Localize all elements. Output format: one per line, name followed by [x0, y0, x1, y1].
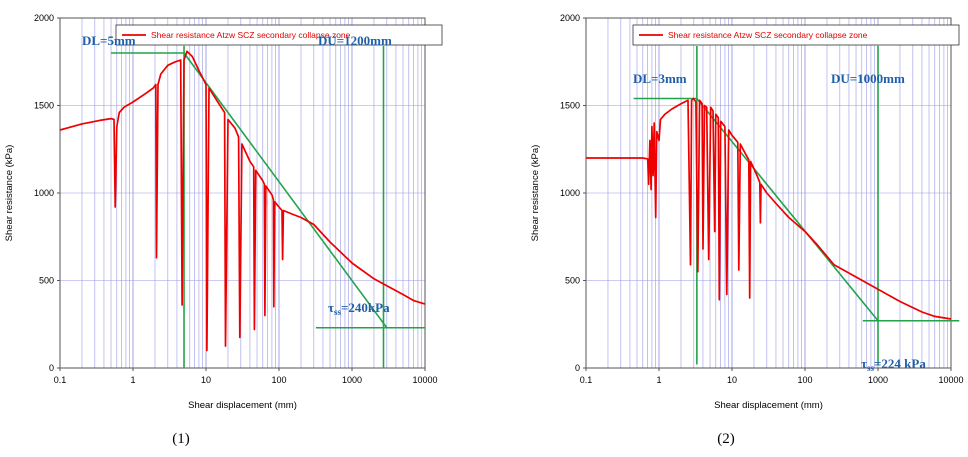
chart-1-y-tick-label: 1000 — [34, 188, 54, 198]
chart-2-y-tick-label: 0 — [575, 363, 580, 373]
chart-2-legend-box — [632, 24, 960, 46]
chart-1-y-tick-label: 500 — [39, 276, 54, 286]
chart-1-x-tick-label: 100 — [271, 375, 286, 385]
chart-1-y-tick-label: 0 — [49, 363, 54, 373]
chart-1-x-tick-label: 0.1 — [54, 375, 67, 385]
chart-2-x-tick-label: 100 — [797, 375, 812, 385]
chart-2-annotation-tau-value: =224 kPa — [874, 356, 926, 371]
chart-1-svg: 0.1 1 10 100 1000 10000 0 500 1000 1500 2000 Shear … — [4, 13, 443, 411]
chart-1-y-tick-label: 1500 — [34, 101, 54, 111]
chart-2-x-axis-title: Shear displacement (mm) — [714, 400, 823, 411]
chart-2-annotation-tau-subscript: ss — [867, 363, 875, 373]
chart-2-annotation-tau: τss=224 kPa — [861, 356, 926, 373]
chart-1-annotation-tau: τss=240kPa — [328, 300, 390, 317]
chart-2-y-tick-label: 1500 — [560, 101, 580, 111]
chart-2-y-tick-label: 500 — [565, 276, 580, 286]
chart-1-annotation-tau-symbol: τ — [328, 300, 334, 315]
chart-1-x-tick-label: 1 — [130, 375, 135, 385]
chart-2-y-tick-label: 1000 — [560, 188, 580, 198]
chart-2-y-tick-label: 2000 — [560, 13, 580, 23]
chart-1-y-tick-label: 2000 — [34, 13, 54, 23]
chart-panel-1: 0.1 1 10 100 1000 10000 0 500 1000 1500 2000 Shear … — [4, 13, 443, 447]
chart-1-legend-box — [115, 24, 443, 46]
chart-1-fit-line — [183, 52, 388, 329]
chart-2-x-tick-label: 0.1 — [580, 375, 593, 385]
chart-1-x-tick-label: 1000 — [342, 375, 362, 385]
chart-1-x-tick-label: 10 — [201, 375, 211, 385]
chart-2-legend-label: Shear resistance Atzw SCZ secondary coll… — [668, 30, 868, 40]
chart-1-x-axis-title: Shear displacement (mm) — [188, 400, 297, 411]
chart-1-legend-label: Shear resistance Atzw SCZ secondary coll… — [151, 30, 351, 40]
chart-1-annotation-dl: DL=5mm — [82, 33, 136, 48]
chart-1-annotation-du: DU=1200mm — [318, 33, 392, 48]
chart-2-annotation-dl: DL=3mm — [633, 71, 687, 86]
chart-1-annotation-tau-subscript: ss — [334, 307, 342, 317]
chart-2-annotation-du: DU=1000mm — [831, 71, 905, 86]
chart-2-y-axis-title: Shear resistance (kPa) — [530, 145, 541, 242]
chart-1-annotation-tau-value: =240kPa — [341, 300, 390, 315]
chart-2-fit-line — [696, 97, 879, 322]
chart-2-series-line — [586, 97, 952, 320]
chart-2-x-tick-label: 10 — [727, 375, 737, 385]
chart-1-series-line — [59, 50, 426, 352]
chart-2-caption: (2) — [717, 431, 735, 447]
chart-2-svg: 0.1 1 10 100 1000 10000 0 500 1000 1500 2000 Shear … — [530, 13, 964, 411]
chart-1-caption: (1) — [172, 431, 190, 447]
chart-1-y-axis-title: Shear resistance (kPa) — [4, 145, 15, 242]
chart-2-x-tick-label: 1 — [656, 375, 661, 385]
chart-2-x-tick-label: 10000 — [938, 375, 963, 385]
chart-2-annotation-tau-symbol: τ — [861, 356, 867, 371]
chart-panel-2: 0.1 1 10 100 1000 10000 0 500 1000 1500 2000 Shear … — [484, 0, 968, 457]
chart-2-x-tick-label: 1000 — [868, 375, 888, 385]
chart-1-x-tick-label: 10000 — [412, 375, 437, 385]
